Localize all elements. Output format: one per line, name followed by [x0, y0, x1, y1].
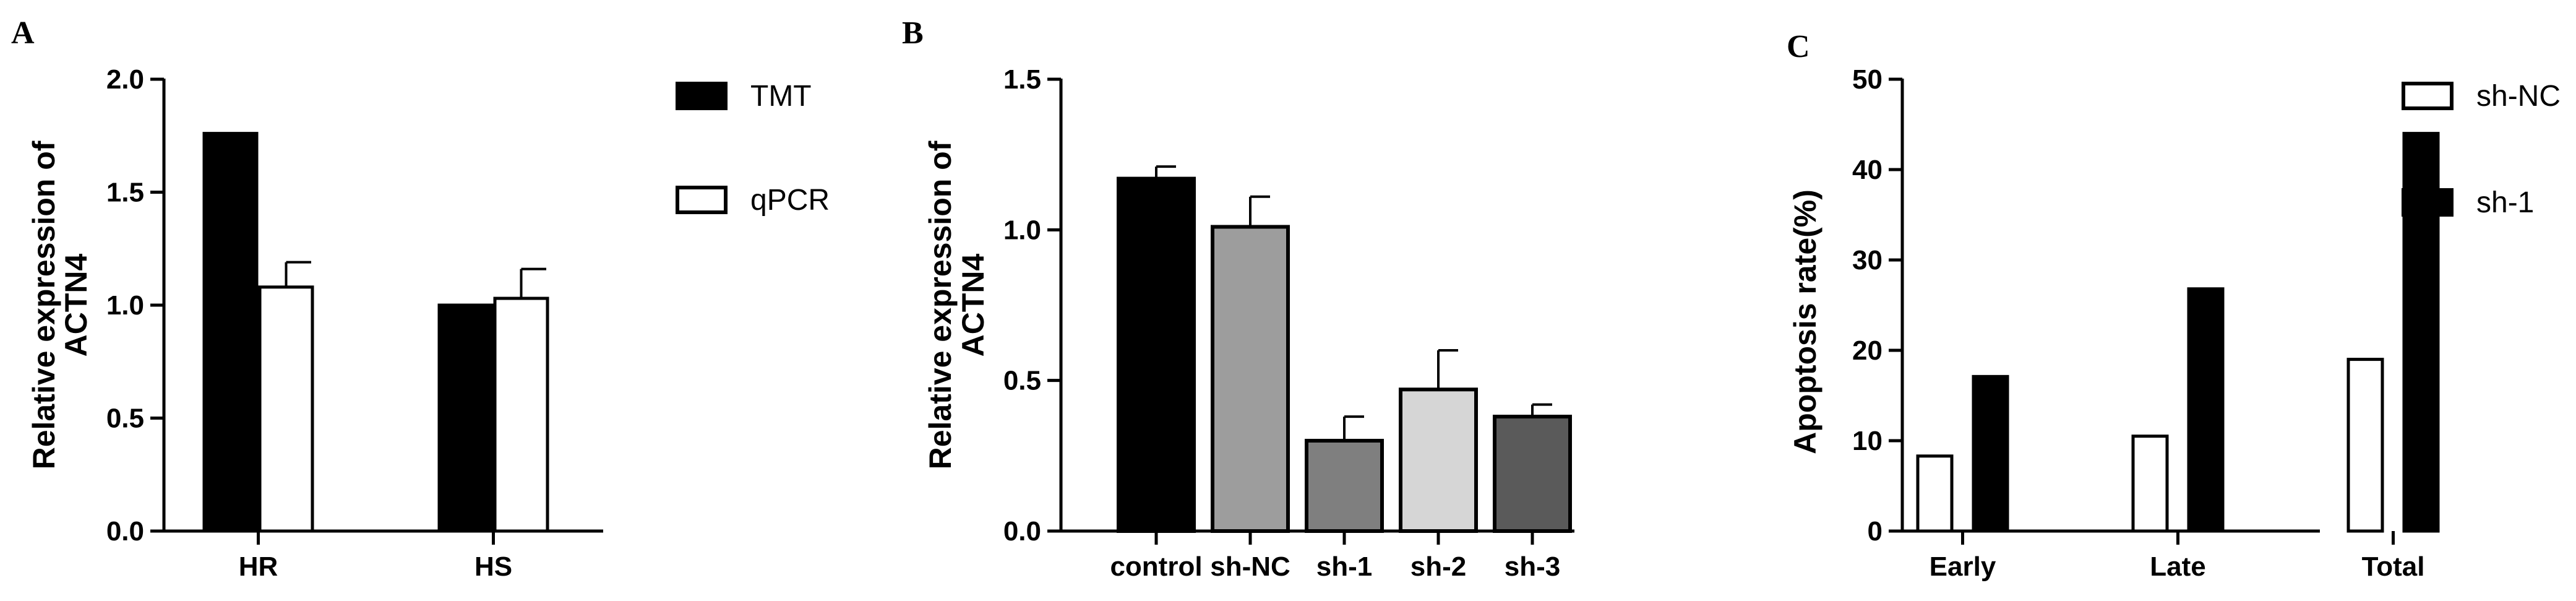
x-tick-label: sh-2: [1410, 551, 1466, 582]
y-tick-label: 30: [1852, 245, 1883, 275]
y-axis-title: Relative expression of: [923, 141, 958, 469]
x-tick-label: Total: [2362, 551, 2425, 582]
bar: [1399, 387, 1478, 533]
y-axis-title: Relative expression of: [27, 141, 61, 469]
legend-label: TMT: [750, 80, 812, 113]
x-tick-label: Early: [1930, 551, 1996, 582]
bar: [1493, 415, 1572, 533]
legend-label: sh-NC: [2476, 80, 2561, 113]
legend-swatch: [676, 186, 728, 214]
bar: [1211, 225, 1290, 533]
y-tick-label: 0.0: [106, 516, 144, 547]
x-tick-label: sh-1: [1316, 551, 1372, 582]
bar-sh-nc: [2131, 435, 2169, 533]
y-axis-title: ACTN4: [59, 253, 93, 357]
panel-a-chart: A 0.0 0.5 1.0 1.5 2.0 Relative expression ofAC…: [11, 15, 830, 582]
bar-qpcr: [493, 296, 549, 533]
y-tick-label: 1.5: [106, 178, 144, 208]
y-tick-label: 10: [1852, 426, 1883, 456]
y-tick-label: 0.5: [1003, 366, 1041, 396]
panel-letter: B: [902, 15, 924, 51]
panel-c-chart: C 0 10 20 30 40 50 Apoptosis rate(%) Early Late To…: [1787, 29, 2561, 582]
y-tick-label: 1.0: [106, 290, 144, 321]
bar-sh-nc: [2346, 358, 2384, 533]
bar-sh-1: [1972, 374, 2009, 533]
y-tick-label: 1.5: [1003, 64, 1041, 95]
y-axis-title: Apoptosis rate(%): [1788, 189, 1823, 454]
panel-letter: C: [1787, 29, 1810, 64]
legend-label: qPCR: [750, 184, 830, 217]
x-tick-label: HS: [474, 551, 512, 582]
y-tick-label: 1.0: [1003, 215, 1041, 245]
y-tick-label: 0.5: [106, 404, 144, 434]
bar-sh-1: [2187, 287, 2225, 533]
legend-swatch: [2402, 188, 2454, 217]
legend-swatch: [2402, 82, 2454, 110]
bar-tmt: [437, 303, 494, 533]
x-tick-label: Late: [2150, 551, 2205, 582]
y-tick-label: 20: [1852, 335, 1883, 366]
y-tick-label: 2.0: [106, 64, 144, 95]
bar: [1117, 176, 1196, 534]
bar: [1305, 439, 1384, 533]
y-tick-label: 40: [1852, 155, 1883, 185]
bar-tmt: [202, 132, 259, 533]
y-tick-label: 50: [1852, 64, 1883, 95]
legend-swatch: [676, 82, 728, 110]
legend-label: sh-1: [2476, 186, 2534, 219]
bar-qpcr: [258, 285, 314, 533]
panel-b-chart: B 0.0 0.5 1.0 1.5 Relative expression ofACTN4…: [902, 15, 1574, 582]
y-axis-title: ACTN4: [956, 253, 990, 357]
y-tick-label: 0.0: [1003, 516, 1041, 547]
bar-sh-nc: [1916, 454, 1954, 533]
x-tick-label: sh-3: [1505, 551, 1560, 582]
y-tick-label: 0: [1868, 516, 1883, 547]
x-tick-label: sh-NC: [1210, 551, 1290, 582]
x-tick-label: control: [1110, 551, 1202, 582]
panel-letter: A: [11, 15, 35, 51]
x-tick-label: HR: [239, 551, 278, 582]
